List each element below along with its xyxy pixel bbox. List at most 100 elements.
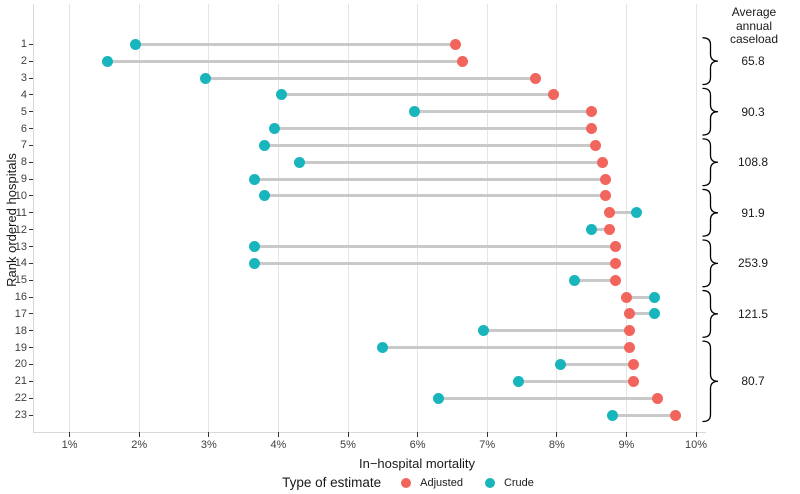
y-tick-label: 15 bbox=[14, 274, 27, 287]
y-tick-mark bbox=[29, 212, 33, 214]
y-tick-label: 16 bbox=[14, 291, 27, 304]
y-tick-label: 1 bbox=[20, 38, 27, 51]
crude-dot bbox=[408, 106, 420, 118]
crude-dot bbox=[568, 274, 580, 286]
crude-dot bbox=[513, 375, 525, 387]
crude-dot bbox=[269, 123, 281, 135]
adjusted-dot bbox=[652, 392, 664, 404]
connector-line bbox=[609, 211, 637, 215]
y-tick-label: 5 bbox=[20, 105, 27, 118]
x-tick-label: 5% bbox=[340, 439, 356, 451]
connector-line bbox=[264, 143, 596, 147]
grid-line bbox=[69, 4, 71, 432]
y-tick-label: 6 bbox=[20, 122, 27, 135]
x-tick-mark bbox=[556, 432, 558, 437]
adjusted-dot bbox=[620, 291, 632, 303]
caseload-brace bbox=[702, 188, 719, 237]
y-tick-label: 12 bbox=[14, 223, 27, 236]
caseload-header-line: Average bbox=[731, 5, 777, 19]
x-tick-mark bbox=[417, 432, 419, 437]
caseload-brace bbox=[702, 239, 719, 288]
grid-line bbox=[486, 4, 488, 432]
crude-dot bbox=[102, 55, 114, 67]
x-axis-line bbox=[33, 432, 706, 433]
adjusted-dot bbox=[610, 257, 622, 269]
connector-line bbox=[518, 379, 634, 383]
connector-line bbox=[299, 160, 603, 164]
connector-line bbox=[281, 93, 554, 97]
connector-line bbox=[626, 295, 655, 299]
crude-dot bbox=[276, 89, 288, 101]
crude-dot bbox=[258, 139, 270, 151]
caseload-brace bbox=[702, 138, 719, 187]
y-axis-line bbox=[33, 4, 34, 432]
connector-line bbox=[414, 110, 592, 114]
caseload-value: 80.7 bbox=[741, 374, 765, 389]
connector-line bbox=[382, 346, 630, 350]
y-tick-mark bbox=[29, 229, 33, 231]
connector-line bbox=[254, 177, 606, 181]
connector-line bbox=[264, 194, 606, 198]
x-tick-label: 7% bbox=[479, 439, 496, 451]
crude-dot bbox=[631, 207, 643, 219]
crude-dot bbox=[377, 342, 389, 354]
x-tick-mark bbox=[625, 432, 627, 437]
x-tick-mark bbox=[138, 432, 140, 437]
y-tick-label: 23 bbox=[14, 409, 27, 421]
y-tick-mark bbox=[29, 296, 33, 298]
crude-dot bbox=[248, 241, 260, 252]
y-tick-label: 13 bbox=[14, 240, 27, 253]
legend-title: Type of estimate bbox=[282, 475, 382, 490]
caseload-value: 91.9 bbox=[741, 205, 765, 220]
legend-item-label: Adjusted bbox=[420, 476, 463, 489]
adjusted-dot-icon bbox=[401, 477, 412, 488]
connector-line bbox=[574, 278, 616, 282]
adjusted-dot bbox=[600, 173, 612, 185]
caseload-brace bbox=[702, 289, 719, 338]
crude-dot bbox=[606, 409, 618, 421]
grid-line bbox=[277, 4, 279, 432]
connector-line bbox=[107, 59, 463, 63]
connector-line bbox=[560, 362, 634, 366]
crude-dot bbox=[554, 358, 566, 370]
x-tick-label: 8% bbox=[548, 439, 565, 451]
y-tick-mark bbox=[29, 363, 33, 365]
adjusted-dot bbox=[547, 89, 559, 101]
caseload-brace bbox=[702, 37, 719, 86]
connector-line bbox=[629, 312, 655, 316]
caseload-value: 253.9 bbox=[737, 256, 769, 271]
caseload-brace bbox=[702, 87, 719, 136]
adjusted-dot bbox=[586, 123, 598, 135]
x-tick-label: 10% bbox=[684, 439, 708, 451]
caseload-header-line: caseload bbox=[729, 32, 779, 46]
y-tick-label: 7 bbox=[20, 139, 27, 152]
crude-dot bbox=[293, 156, 305, 168]
y-tick-mark bbox=[29, 313, 33, 315]
adjusted-dot bbox=[624, 325, 636, 337]
x-tick-mark bbox=[695, 432, 697, 437]
y-tick-mark bbox=[29, 111, 33, 113]
x-tick-mark bbox=[347, 432, 349, 437]
grid-line bbox=[695, 4, 697, 432]
y-tick-label: 9 bbox=[20, 173, 27, 186]
connector-line bbox=[438, 396, 658, 400]
y-tick-mark bbox=[29, 128, 33, 130]
crude-dot bbox=[248, 173, 260, 185]
x-tick-label: 3% bbox=[200, 439, 217, 451]
x-tick-label: 9% bbox=[618, 439, 635, 451]
connector-line bbox=[254, 261, 616, 265]
x-tick-label: 6% bbox=[409, 439, 426, 451]
adjusted-dot bbox=[530, 72, 542, 84]
crude-dot bbox=[432, 392, 444, 404]
x-axis-title: In−hospital mortality bbox=[359, 456, 475, 471]
caseload-value: 65.8 bbox=[741, 54, 765, 69]
y-tick-mark bbox=[29, 144, 33, 146]
y-tick-mark bbox=[29, 246, 33, 247]
connector-line bbox=[254, 245, 616, 248]
grid-line bbox=[625, 4, 627, 432]
caseload-braces bbox=[702, 37, 719, 423]
y-tick-mark bbox=[29, 414, 33, 416]
grid-line bbox=[208, 4, 210, 432]
y-tick-mark bbox=[29, 178, 33, 180]
